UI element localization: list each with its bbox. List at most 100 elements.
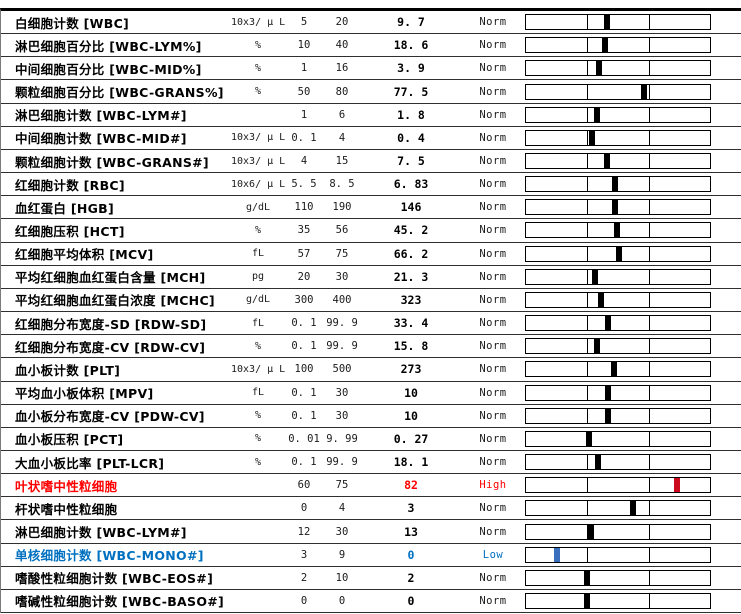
range-high: 9. 99 [326, 432, 358, 445]
range-bar [525, 569, 711, 586]
bar-divider-high [648, 362, 650, 377]
range-bar [525, 454, 711, 471]
bar-divider-high [648, 316, 650, 331]
unit-label: % [254, 86, 262, 98]
range-high: 10 [335, 571, 349, 584]
status-label: Norm [479, 131, 507, 144]
bar-divider-low [587, 130, 589, 145]
status-label: Norm [479, 594, 507, 607]
test-name: 平均红细胞血红蛋白含量 [MCH] [15, 270, 206, 286]
range-low: 5. 5 [291, 178, 317, 191]
range-marker [603, 15, 610, 30]
bar-divider-low [587, 316, 589, 331]
range-marker [615, 246, 622, 261]
bar-divider-low [587, 38, 589, 53]
result-row: 单核细胞计数 [WBC-MONO#] 3 9 0 Low [1, 544, 741, 567]
status-label: Norm [479, 16, 507, 29]
bar-divider-high [648, 61, 650, 76]
range-low: 300 [294, 293, 314, 306]
result-value: 77. 5 [393, 84, 429, 99]
result-value: 323 [400, 292, 422, 307]
range-high: 99. 9 [326, 340, 358, 353]
bar-divider-low [587, 292, 589, 307]
range-low: 5 [300, 16, 308, 29]
result-value: 1. 8 [397, 107, 425, 122]
range-high: 30 [335, 525, 349, 538]
bar-divider-high [648, 339, 650, 354]
status-label: Norm [479, 201, 507, 214]
test-name: 白细胞计数 [WBC] [15, 15, 130, 31]
range-low: 0 [300, 502, 308, 515]
range-high: 0 [338, 594, 346, 607]
range-bar [525, 176, 711, 193]
range-bar [525, 523, 711, 540]
bar-divider-low [587, 385, 589, 400]
bar-divider-high [648, 455, 650, 470]
result-value: 6. 83 [393, 177, 429, 192]
range-high: 30 [335, 270, 349, 283]
test-name: 淋巴细胞计数 [WBC-LYM#] [15, 525, 187, 541]
status-label: Norm [479, 155, 507, 168]
unit-label: fL [251, 248, 265, 260]
bar-divider-high [648, 38, 650, 53]
range-marker [596, 61, 603, 76]
bar-divider-high [648, 15, 650, 30]
range-marker [604, 408, 611, 423]
bar-divider-high [648, 200, 650, 215]
result-row: 红细胞平均体积 [MCV] fL 57 75 66. 2 Norm [1, 243, 741, 266]
result-row: 嗜酸性粒细胞计数 [WBC-EOS#] 2 10 2 Norm [1, 567, 741, 590]
result-value: 66. 2 [393, 246, 429, 261]
range-high: 16 [335, 62, 349, 75]
range-high: 80 [335, 85, 349, 98]
bar-divider-high [648, 130, 650, 145]
result-value: 10 [404, 385, 418, 400]
range-marker [584, 570, 591, 585]
test-name: 淋巴细胞计数 [WBC-LYM#] [15, 108, 187, 124]
range-marker [674, 478, 681, 493]
test-name: 叶状嗜中性粒细胞 [15, 478, 118, 494]
status-label: Norm [479, 85, 507, 98]
unit-label: 10x3/ μ L [231, 363, 286, 375]
range-marker [595, 455, 602, 470]
unit-label: % [254, 224, 262, 236]
bar-divider-low [587, 177, 589, 192]
range-low: 110 [294, 201, 314, 214]
range-high: 15 [335, 155, 349, 168]
range-marker [611, 200, 618, 215]
status-label: Norm [479, 108, 507, 121]
result-row: 嗜碱性粒细胞计数 [WBC-BASO#] 0 0 0 Norm [1, 590, 741, 614]
range-low: 35 [297, 224, 311, 237]
test-name: 中间细胞计数 [WBC-MID#] [15, 131, 187, 147]
test-name: 血小板压积 [PCT] [15, 432, 124, 448]
test-name: 红细胞平均体积 [MCV] [15, 247, 154, 263]
bar-divider-low [587, 547, 589, 562]
result-value: 0 [407, 593, 415, 608]
result-row: 中间细胞计数 [WBC-MID#] 10x3/ μ L 0. 1 4 0. 4 … [1, 127, 741, 150]
unit-label: % [254, 62, 262, 74]
range-bar [525, 384, 711, 401]
test-name: 血红蛋白 [HGB] [15, 200, 115, 216]
result-row: 红细胞分布宽度-CV [RDW-CV] % 0. 1 99. 9 15. 8 N… [1, 335, 741, 359]
result-row: 中间细胞百分比 [WBC-MID%] % 1 16 3. 9 Norm [1, 57, 741, 81]
result-row: 平均红细胞血红蛋白含量 [MCH] pg 20 30 21. 3 Norm [1, 266, 741, 289]
test-name: 大血小板比率 [PLT-LCR] [15, 455, 165, 471]
range-low: 60 [297, 479, 311, 492]
result-row: 红细胞压积 [HCT] % 35 56 45. 2 Norm [1, 219, 741, 243]
result-value: 9. 7 [397, 15, 425, 30]
range-bar [525, 106, 711, 123]
status-label: Norm [479, 293, 507, 306]
range-bar [525, 268, 711, 285]
range-low: 1 [300, 108, 308, 121]
range-high: 56 [335, 224, 349, 237]
status-label: Norm [479, 502, 507, 515]
result-row: 红细胞分布宽度-SD [RDW-SD] fL 0. 1 99. 9 33. 4 … [1, 312, 741, 336]
bar-divider-high [648, 547, 650, 562]
status-label: Norm [479, 456, 507, 469]
range-low: 50 [297, 85, 311, 98]
bar-divider-high [648, 292, 650, 307]
status-label: Norm [479, 39, 507, 52]
status-label: Norm [479, 525, 507, 538]
status-label: Norm [479, 571, 507, 584]
result-row: 血小板分布宽度-CV [PDW-CV] % 0. 1 30 10 Norm [1, 405, 741, 428]
range-low: 0. 1 [291, 131, 317, 144]
